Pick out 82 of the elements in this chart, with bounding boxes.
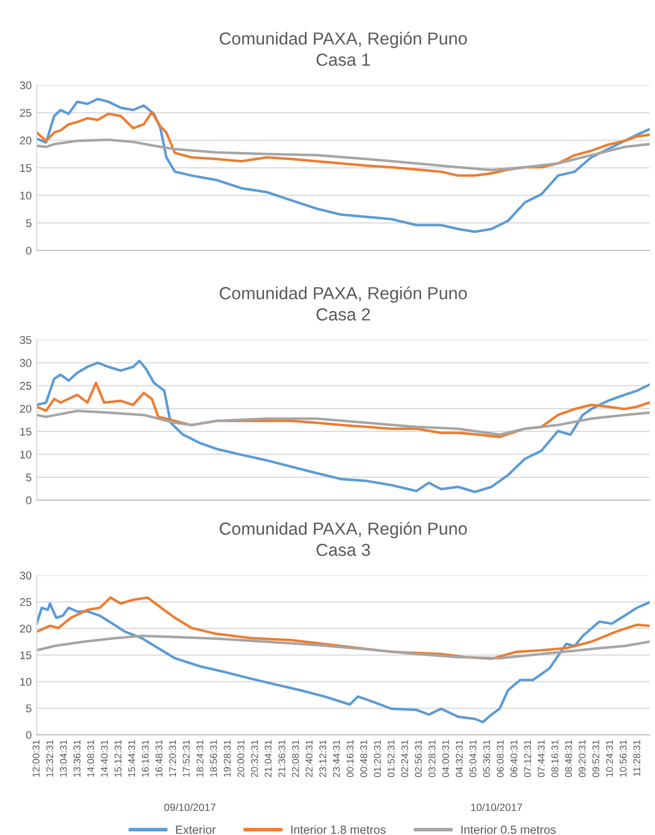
x-tick-label: 21:04:31 bbox=[264, 740, 272, 778]
y-tick-label: 5 bbox=[26, 704, 32, 712]
x-tick-label: 12:00:31 bbox=[32, 740, 40, 777]
x-tick-label: 06:08:31 bbox=[496, 740, 504, 778]
line-series bbox=[36, 98, 650, 234]
y-tick-label: 30 bbox=[20, 572, 32, 580]
x-tick-label: 17:20:31 bbox=[169, 740, 176, 777]
x-tick-label: 11:28:31 bbox=[633, 740, 640, 776]
legend-label: Interior 0.5 metros bbox=[461, 825, 556, 834]
x-tick-label: 01:52:31 bbox=[388, 740, 394, 778]
line-series bbox=[36, 601, 650, 724]
line-series bbox=[36, 360, 650, 494]
x-tick-label: 22:08:31 bbox=[292, 740, 299, 778]
x-tick-label: 04:00:31 bbox=[442, 740, 450, 778]
x-tick-label: 23:12:31 bbox=[319, 740, 326, 778]
y-tick-label: 0 bbox=[26, 246, 32, 255]
y-tick-label: 20 bbox=[20, 136, 32, 144]
legend-label: Exterior bbox=[176, 825, 216, 834]
x-tick-label: 16:16:31 bbox=[142, 740, 149, 777]
x-tick-label: 04:32:31 bbox=[456, 740, 463, 778]
x-tick-label: 02:24:31 bbox=[401, 740, 408, 778]
y-tick-label: 15 bbox=[20, 164, 32, 172]
x-tick-label: 03:28:31 bbox=[428, 740, 436, 778]
y-tick-label: 0 bbox=[26, 731, 32, 739]
text: 10/10/2017 bbox=[471, 803, 522, 812]
x-tick-label: 12:32:31 bbox=[46, 740, 54, 777]
y-tick-label: 25 bbox=[20, 382, 32, 390]
x-tick-label: 00:48:31 bbox=[360, 740, 368, 778]
x-tick-label: 01:20:31 bbox=[374, 740, 381, 778]
y-tick-label: 30 bbox=[20, 359, 32, 367]
chart-title: Comunidad PAXA, Región Puno Casa 2 bbox=[220, 286, 467, 321]
x-tick-label: 06:40:31 bbox=[510, 740, 518, 778]
x-tick-label: 10:56:31 bbox=[620, 740, 627, 777]
y-tick-label: 10 bbox=[20, 192, 32, 200]
x-tick-label: 21:36:31 bbox=[278, 740, 286, 778]
x-tick-label: 14:40:31 bbox=[100, 740, 108, 777]
x-tick-label: 20:32:31 bbox=[251, 740, 258, 778]
y-tick-label: 35 bbox=[20, 336, 32, 344]
line-series bbox=[36, 138, 650, 172]
x-tick-label: 16:48:31 bbox=[156, 740, 162, 777]
x-tick-label: 19:28:31 bbox=[224, 740, 231, 777]
y-tick-label: 10 bbox=[20, 450, 32, 458]
x-tick-label: 08:48:31 bbox=[565, 740, 572, 778]
x-tick-label: 00:16:31 bbox=[346, 740, 354, 778]
x-tick-label: 02:56:31 bbox=[414, 740, 422, 778]
x-tick-label: 14:08:31 bbox=[87, 740, 94, 777]
x-tick-label: 15:12:31 bbox=[114, 740, 122, 777]
y-tick-label: 25 bbox=[20, 598, 32, 606]
y-tick-label: 5 bbox=[26, 474, 32, 482]
x-tick-label: 13:36:31 bbox=[74, 740, 80, 777]
x-tick-label: 15:44:31 bbox=[128, 740, 136, 777]
x-tick-label: 05:36:31 bbox=[483, 740, 490, 778]
x-tick-label: 18:24:31 bbox=[196, 740, 204, 777]
x-tick-label: 09:52:31 bbox=[592, 740, 600, 778]
line-series bbox=[36, 410, 650, 436]
legend-label: Interior 1.8 metros bbox=[291, 825, 386, 834]
y-tick-label: 5 bbox=[26, 219, 32, 228]
text: 09/10/2017 bbox=[164, 803, 216, 812]
x-tick-label: 20:00:31 bbox=[237, 740, 244, 778]
x-tick-label: 17:52:31 bbox=[182, 740, 190, 777]
x-tick-label: 07:12:31 bbox=[524, 740, 531, 778]
y-tick-label: 20 bbox=[20, 404, 32, 413]
x-tick-label: 23:44:31 bbox=[332, 740, 340, 778]
y-tick-label: 20 bbox=[20, 624, 32, 633]
x-tick-label: 05:04:31 bbox=[470, 740, 476, 778]
y-tick-label: 15 bbox=[20, 428, 32, 436]
line-series bbox=[36, 634, 650, 660]
x-tick-label: 22:40:31 bbox=[306, 740, 313, 778]
line-series bbox=[36, 110, 650, 177]
x-tick-label: 08:16:31 bbox=[551, 740, 558, 778]
x-tick-label: 10:24:31 bbox=[606, 740, 613, 777]
y-tick-label: 30 bbox=[20, 81, 32, 90]
y-tick-label: 10 bbox=[20, 678, 32, 686]
chart-title: Comunidad PAXA, Región Puno Casa 3 bbox=[220, 522, 467, 556]
x-tick-label: 07:44:31 bbox=[538, 740, 545, 778]
x-tick-label: 18:56:31 bbox=[210, 740, 217, 777]
y-tick-label: 15 bbox=[20, 651, 32, 660]
chart-title: Comunidad PAXA, Región Puno Casa 1 bbox=[220, 32, 467, 66]
y-tick-label: 25 bbox=[20, 108, 32, 117]
x-tick-label: 09:20:31 bbox=[578, 740, 586, 778]
y-tick-label: 0 bbox=[26, 496, 32, 504]
x-tick-label: 13:04:31 bbox=[60, 740, 67, 777]
